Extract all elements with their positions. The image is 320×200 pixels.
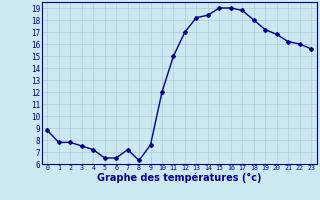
X-axis label: Graphe des températures (°c): Graphe des températures (°c) bbox=[97, 173, 261, 183]
